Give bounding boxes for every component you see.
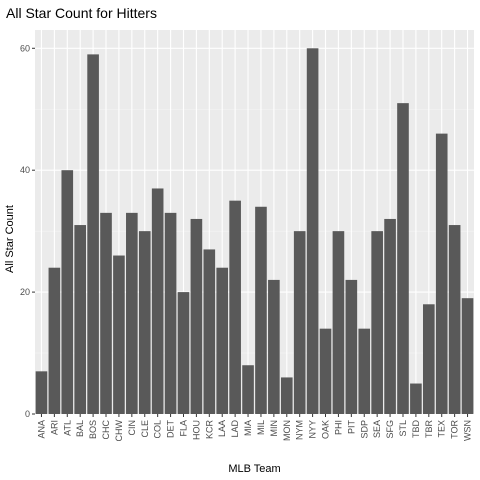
bar-cin: [126, 212, 138, 414]
x-tick-label: KCR: [204, 420, 214, 440]
bar-lad: [229, 200, 241, 414]
y-tick-label: 40: [20, 165, 30, 175]
x-tick-label: CHC: [101, 420, 111, 440]
x-tick-label: TEX: [437, 420, 447, 438]
x-tick-label: SDP: [359, 420, 369, 439]
x-tick-label: WSN: [463, 420, 473, 441]
bar-col: [151, 188, 164, 414]
bar-det: [164, 212, 177, 414]
bar-tbr: [422, 304, 435, 414]
x-tick-label: CLE: [140, 420, 150, 438]
x-tick-label: FLA: [178, 420, 188, 437]
x-tick-label: CIN: [127, 420, 137, 436]
x-tick-label: PIT: [346, 420, 356, 435]
bar-nym: [293, 231, 306, 414]
bar-pit: [345, 279, 358, 414]
bar-sea: [371, 231, 383, 414]
bar-hou: [190, 218, 203, 414]
x-tick-label: MIL: [256, 420, 266, 435]
y-tick-label: 0: [25, 409, 30, 419]
chart-title: All Star Count for Hitters: [6, 5, 157, 21]
x-tick-label: BAL: [75, 420, 85, 437]
x-tick-label: ARI: [49, 420, 59, 435]
x-tick-label: SEA: [372, 420, 382, 438]
x-tick-label: PHI: [333, 420, 343, 435]
bar-chc: [100, 212, 112, 414]
x-tick-label: DET: [166, 419, 176, 438]
x-axis-ticks: ANA ARI ATL BAL BOS CHC CHW CIN CLE COL DET FLA HOU K…: [36, 414, 473, 442]
y-axis-ticks: 0 20 40 60: [20, 43, 35, 419]
y-tick-label: 20: [20, 287, 30, 297]
bar-chw: [113, 255, 125, 414]
bar-sfg: [384, 218, 396, 414]
x-tick-label: NYY: [308, 420, 318, 439]
bar-mil: [255, 206, 267, 414]
bar-laa: [216, 267, 229, 414]
bar-tbd: [410, 383, 422, 414]
x-tick-label: BOS: [88, 420, 98, 439]
x-tick-label: TOR: [450, 420, 460, 439]
bar-kcr: [203, 249, 216, 414]
y-tick-label: 60: [20, 43, 30, 53]
bar-oak: [319, 328, 332, 414]
x-tick-label: SFG: [385, 420, 395, 439]
x-tick-label: LAD: [230, 420, 240, 438]
x-tick-label: ANA: [36, 420, 46, 439]
x-tick-label: NYM: [295, 420, 305, 440]
bar-phi: [332, 231, 345, 414]
bar-tex: [435, 133, 448, 414]
bar-min: [268, 279, 280, 414]
x-tick-label: TBD: [411, 419, 421, 438]
x-tick-label: LAA: [217, 420, 227, 437]
bar-bos: [87, 54, 99, 414]
bar-ari: [48, 267, 61, 414]
x-tick-label: HOU: [191, 420, 201, 440]
x-tick-label: OAK: [321, 420, 331, 439]
x-tick-label: TBR: [424, 419, 434, 438]
bar-atl: [61, 170, 74, 414]
bar-fla: [177, 292, 190, 414]
bar-cle: [138, 231, 151, 414]
bar-mon: [280, 377, 293, 414]
x-axis-label: MLB Team: [228, 463, 280, 475]
bar-ana: [35, 371, 48, 414]
y-axis-label: All Star Count: [4, 205, 16, 273]
x-tick-label: CHW: [114, 420, 124, 442]
bar-bal: [74, 225, 87, 414]
x-tick-label: COL: [153, 420, 163, 439]
x-tick-label: MIA: [243, 420, 253, 436]
x-tick-label: ATL: [62, 420, 72, 436]
bar-mia: [242, 365, 254, 414]
bar-nyy: [306, 48, 319, 415]
bar-tor: [448, 225, 461, 414]
x-tick-label: MIN: [269, 420, 279, 437]
bar-sdp: [358, 328, 371, 414]
bars: [35, 48, 474, 415]
x-tick-label: STL: [398, 420, 408, 437]
x-tick-label: MON: [282, 420, 292, 441]
bar-stl: [397, 103, 409, 415]
bar-wsn: [461, 298, 474, 414]
